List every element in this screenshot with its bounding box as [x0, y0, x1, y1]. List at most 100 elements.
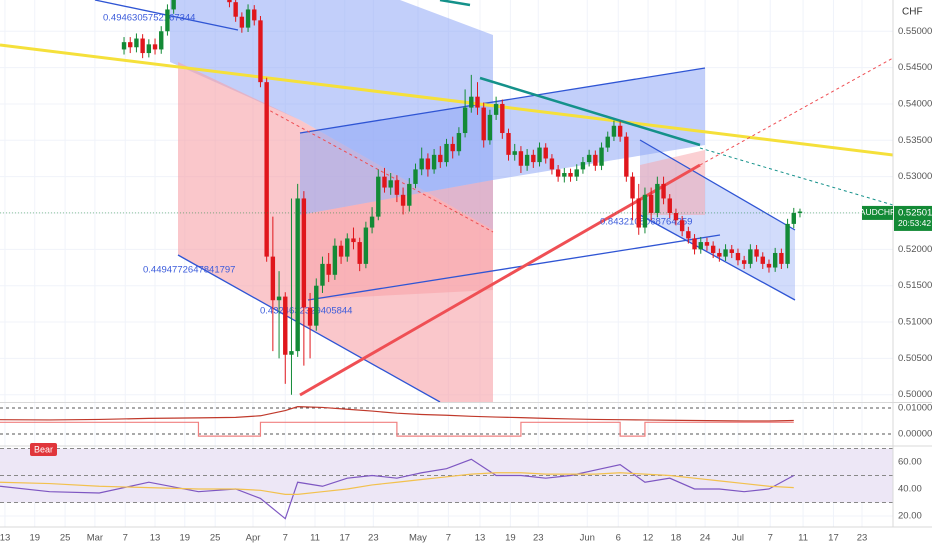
candle-body [487, 114, 493, 141]
candle-body [599, 147, 604, 166]
price-tag [894, 205, 932, 231]
candle-body [270, 256, 276, 301]
x-tick-label: 13 [150, 533, 161, 544]
candle-body [748, 249, 753, 264]
x-tick-label: Jun [580, 533, 595, 544]
candle-body [481, 107, 486, 141]
candle-body [723, 249, 728, 257]
candle-body [165, 9, 170, 32]
signal-label: Bear [34, 444, 53, 454]
drawing-label: 0.4494772647841797 [143, 265, 235, 276]
candle-body [531, 154, 536, 163]
candle-body [462, 107, 468, 134]
y-tick-label: 0.54500 [898, 62, 932, 73]
candle-body [791, 212, 796, 224]
candle-body [735, 252, 741, 261]
candle-body [574, 169, 579, 177]
candle-body [128, 42, 133, 48]
candle-body [146, 44, 152, 54]
candle-body [779, 252, 784, 264]
candle-body [159, 31, 164, 50]
candle-body [425, 158, 431, 170]
indicator-line [0, 458, 795, 520]
y-tick-label: 0.51000 [898, 317, 932, 328]
marks-layer [0, 0, 893, 520]
x-tick-label: 17 [828, 533, 839, 544]
x-tick-label: 24 [700, 533, 711, 544]
candle-body [450, 143, 455, 152]
candle-body [661, 183, 666, 199]
candle-body [419, 158, 424, 170]
candle-body [797, 211, 803, 213]
candle-body [630, 176, 635, 199]
currency-label: CHF [902, 7, 923, 18]
candle-body [351, 238, 356, 243]
x-tick-label: 19 [29, 533, 40, 544]
candle-body [648, 194, 654, 213]
candle-body [307, 307, 313, 326]
x-tick-label: 23 [857, 533, 868, 544]
x-tick-label: 25 [60, 533, 71, 544]
y-tick-label: 0.53500 [898, 135, 932, 146]
candle-body [673, 212, 679, 221]
x-tick-label: Mar [87, 533, 103, 544]
candle-body [283, 296, 288, 355]
x-tick-label: 11 [798, 533, 808, 544]
candle-body [617, 125, 623, 137]
trend-line [0, 43, 893, 157]
indicator [0, 447, 893, 520]
candle-body [326, 263, 331, 275]
candle-body [407, 183, 412, 206]
candle-body [400, 194, 406, 206]
x-tick-label: 7 [283, 533, 288, 544]
x-tick-label: 7 [768, 533, 773, 544]
channel-line [639, 139, 796, 231]
candle-body [642, 194, 648, 228]
candle-body [394, 180, 400, 195]
candle-body [679, 220, 685, 232]
candle-body [171, 0, 176, 10]
candle-body [605, 136, 610, 148]
candle-body [239, 16, 245, 28]
drawing-label: 0.4324632329405844 [260, 306, 352, 317]
x-tick-label: 18 [671, 533, 682, 544]
candle-body [431, 154, 437, 170]
y-tick-label: 60.00 [898, 456, 922, 467]
candle-body [301, 198, 307, 308]
candle-body [258, 20, 263, 83]
candle-body [332, 245, 338, 275]
candle-body [512, 151, 517, 155]
candle-body [593, 154, 598, 166]
candle-body [276, 296, 282, 301]
x-tick-label: 17 [340, 533, 351, 544]
candle-body [754, 249, 759, 257]
indicator-line [0, 472, 794, 495]
indicator-line [0, 421, 794, 437]
y-tick-label: 0.55000 [898, 26, 932, 37]
candle-body [524, 154, 530, 166]
y-tick-label: 40.00 [898, 483, 922, 494]
red-zone [300, 180, 493, 300]
candle-body [760, 256, 765, 264]
candle-body [140, 38, 145, 54]
candle-body [289, 351, 294, 355]
trend-line [479, 76, 701, 147]
candle-body [543, 147, 548, 159]
candle-body [233, 2, 238, 17]
y-tick-label: 0.01000 [898, 402, 932, 413]
candle-body [338, 245, 344, 257]
x-tick-label: 19 [505, 533, 516, 544]
x-tick-label: Jul [732, 533, 744, 544]
candle-body [469, 96, 474, 108]
candle-body [655, 183, 660, 213]
candle-body [568, 173, 573, 177]
candle-body [717, 252, 722, 257]
candle-body [518, 151, 524, 166]
blue-zone [300, 68, 705, 215]
y-tick-label: 0.52000 [898, 244, 932, 255]
candle-body [475, 96, 480, 108]
x-tick-label: 23 [368, 533, 379, 544]
x-tick-label: 25 [210, 533, 221, 544]
candle-body [456, 133, 462, 152]
